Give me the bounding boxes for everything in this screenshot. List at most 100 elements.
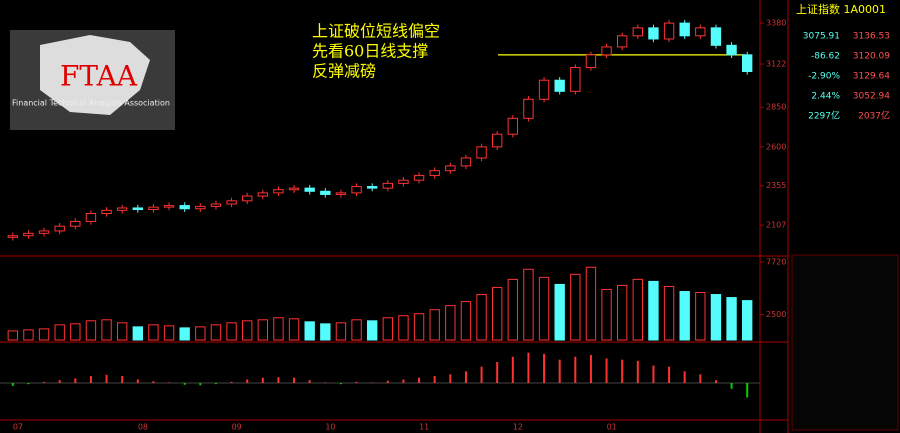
volume-bar xyxy=(304,321,315,341)
candle-body xyxy=(320,190,331,195)
y-tick-label: 2107 xyxy=(766,221,786,230)
volume-bar xyxy=(179,327,190,341)
volume-bar xyxy=(210,324,222,341)
logo-map xyxy=(40,35,150,115)
quote-value: 2.44% xyxy=(811,92,840,102)
candle-body xyxy=(726,44,737,56)
candle-body xyxy=(257,192,268,197)
y-tick-label: 2850 xyxy=(766,103,786,112)
candle-body xyxy=(351,186,362,194)
volume-bar xyxy=(132,326,143,341)
volume-bar xyxy=(398,315,409,341)
annotation: 反弹减磅 xyxy=(312,62,376,81)
volume-bar xyxy=(273,317,284,341)
volume-bar xyxy=(7,330,18,341)
volume-bar xyxy=(101,319,112,341)
candle-body xyxy=(101,209,112,215)
candle-body xyxy=(663,22,675,40)
x-tick-label: 07 xyxy=(13,423,23,432)
candle-body xyxy=(398,179,409,184)
candle-body xyxy=(163,205,175,208)
volume-bar xyxy=(632,278,643,341)
x-tick-label: 11 xyxy=(419,423,429,432)
candle-body xyxy=(632,27,643,37)
candle-body xyxy=(648,27,659,40)
x-tick-label: 12 xyxy=(513,423,523,432)
volume-bar xyxy=(554,283,565,341)
candle-body xyxy=(742,54,753,72)
candle-body xyxy=(492,133,503,148)
volume-bar xyxy=(335,322,347,341)
quote-value: 3075.91 xyxy=(803,32,840,42)
candle-body xyxy=(538,79,550,100)
candle-body xyxy=(54,225,65,232)
volume-bar xyxy=(570,273,581,341)
y-tick-label: 3122 xyxy=(766,60,786,69)
candle-body xyxy=(382,182,393,189)
volume-bar xyxy=(367,320,378,341)
quote-value: 3129.64 xyxy=(853,72,890,82)
candle-body xyxy=(507,117,518,135)
candle-body xyxy=(242,195,253,202)
volume-bar xyxy=(288,318,300,341)
candle-body xyxy=(617,35,628,48)
volume-bar xyxy=(601,288,612,341)
logo-title: FTAA xyxy=(60,60,138,93)
candle-body xyxy=(7,235,18,238)
volume-bar xyxy=(38,328,50,341)
candle-body xyxy=(226,200,237,205)
candle-body xyxy=(695,27,706,37)
quote-value: 3136.53 xyxy=(853,32,890,42)
volume-bar xyxy=(538,276,550,341)
quote-value: 2037亿 xyxy=(858,110,890,122)
volume-bar xyxy=(257,319,268,341)
volume-bar xyxy=(70,323,81,341)
candle-body xyxy=(710,27,722,46)
candle-body xyxy=(554,79,565,92)
volume-bar xyxy=(242,320,253,341)
volume-bar xyxy=(679,291,690,341)
annotation: 上证破位短线偏空 xyxy=(312,22,440,41)
volume-bar xyxy=(742,300,753,341)
volume-bar xyxy=(413,313,425,341)
candle-body xyxy=(476,146,487,159)
volume-bar xyxy=(163,325,175,341)
x-tick-label: 09 xyxy=(232,423,242,432)
y-tick-label: 2355 xyxy=(766,181,786,190)
candle-body xyxy=(70,220,81,227)
volume-bar xyxy=(710,294,722,341)
candle-body xyxy=(523,98,534,119)
volume-bar xyxy=(492,286,503,341)
volume-bar xyxy=(351,319,362,341)
volume-bar xyxy=(117,322,128,341)
quote-value: 3052.94 xyxy=(853,92,890,102)
volume-bar xyxy=(476,294,487,341)
candle-body xyxy=(304,187,315,192)
volume-bar xyxy=(148,324,159,341)
x-tick-label: 01 xyxy=(607,423,617,432)
volume-bar xyxy=(460,301,472,341)
volume-bar xyxy=(585,266,597,341)
candle-body xyxy=(570,67,581,92)
panel-title: 上证指数 1A0001 xyxy=(796,2,886,16)
candle-body xyxy=(288,187,300,191)
candle-body xyxy=(210,203,222,207)
candle-body xyxy=(132,207,143,211)
volume-bar xyxy=(226,322,237,341)
candle-body xyxy=(413,174,425,181)
volume-bar xyxy=(23,329,34,341)
y-tick-label: 2500 xyxy=(766,310,786,319)
candle-body xyxy=(148,206,159,211)
candle-body xyxy=(85,213,97,222)
candle-body xyxy=(460,157,472,167)
volume-bar xyxy=(382,317,393,341)
candle-body xyxy=(23,232,34,237)
volume-bar xyxy=(663,285,675,341)
volume-bar xyxy=(507,278,518,341)
candle-body xyxy=(367,186,378,189)
volume-bar xyxy=(648,280,659,341)
candle-body xyxy=(179,205,190,210)
candle-body xyxy=(445,165,456,172)
